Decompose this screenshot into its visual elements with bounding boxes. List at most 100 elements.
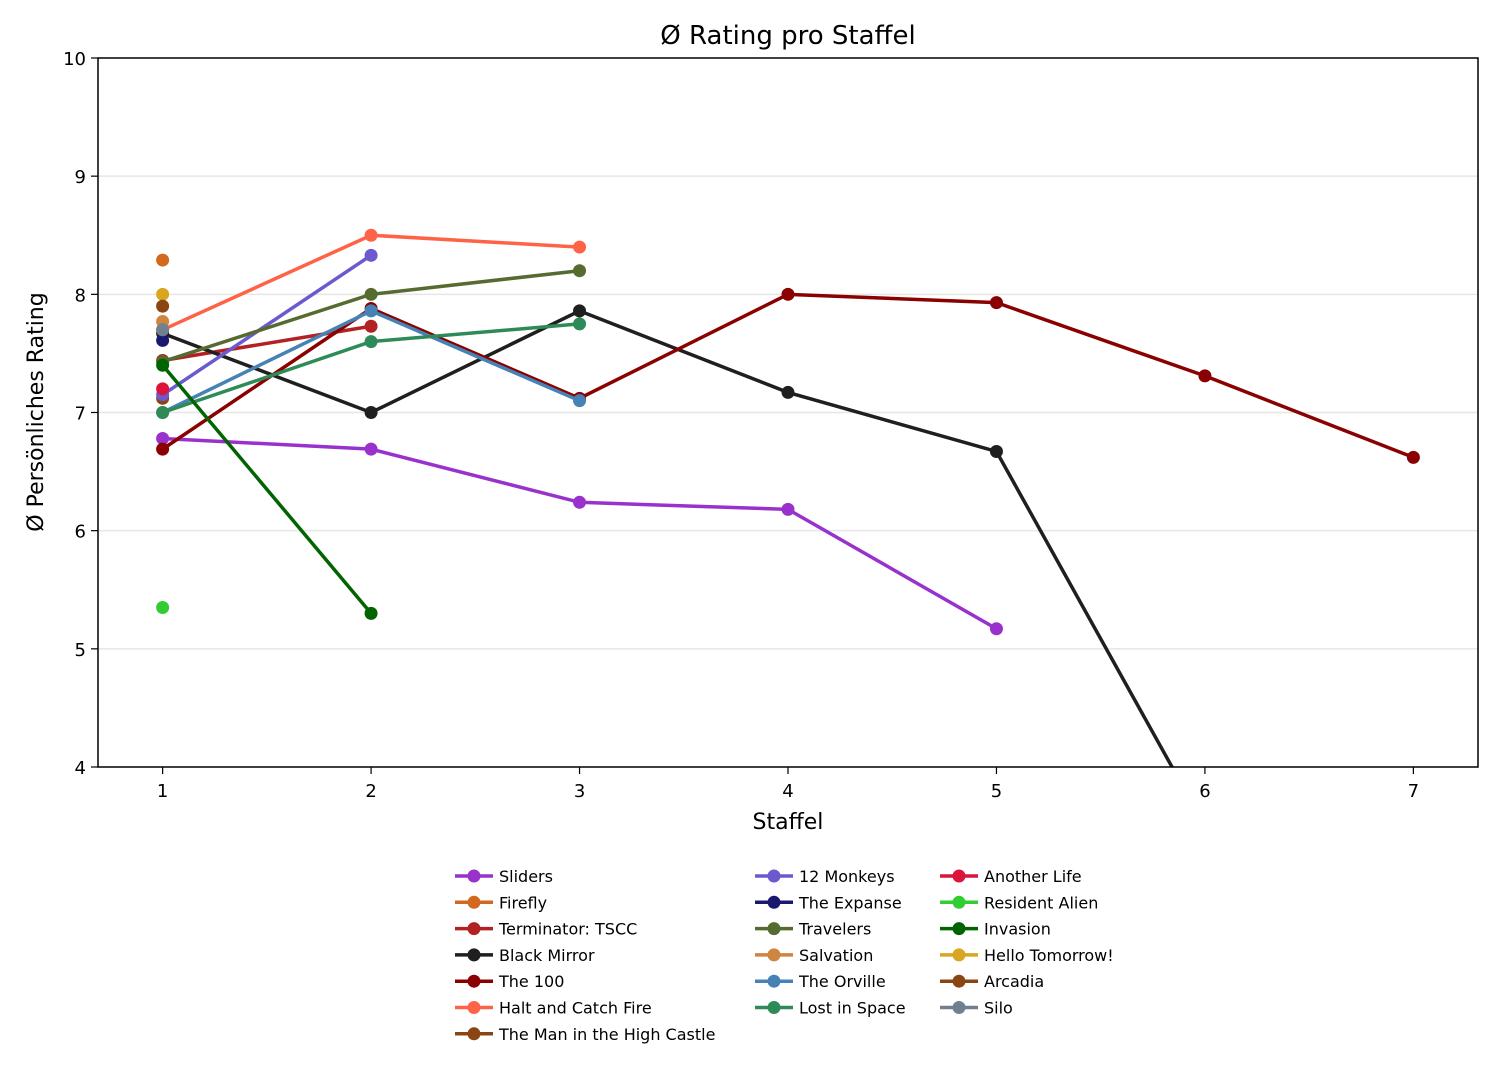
legend-label: Arcadia <box>984 972 1044 991</box>
legend-label: 12 Monkeys <box>799 867 895 886</box>
legend-label: Firefly <box>499 893 547 912</box>
data-point <box>364 304 378 318</box>
x-tick-label: 1 <box>157 781 168 802</box>
legend-marker <box>467 948 481 962</box>
series-firefly <box>156 253 170 267</box>
data-point <box>1198 369 1212 383</box>
data-point <box>364 442 378 456</box>
legend-marker <box>952 922 966 936</box>
y-tick-label: 9 <box>75 167 86 188</box>
legend-label: Resident Alien <box>984 893 1098 912</box>
legend-marker <box>767 869 781 883</box>
data-point <box>364 319 378 333</box>
legend-marker <box>767 895 781 909</box>
data-point <box>156 299 170 313</box>
data-point <box>364 606 378 620</box>
legend-label: The Expanse <box>798 893 902 912</box>
legend-marker <box>467 895 481 909</box>
series-sliders <box>156 431 1003 636</box>
legend-marker <box>767 948 781 962</box>
series-lost-in-space <box>156 317 587 419</box>
data-point <box>781 385 795 399</box>
series-another-life <box>156 382 170 396</box>
series-line <box>162 308 1175 767</box>
legend-marker <box>952 895 966 909</box>
legend-label: The Orville <box>798 972 886 991</box>
data-point <box>156 323 170 337</box>
data-point <box>781 502 795 516</box>
y-tick-label: 7 <box>75 404 86 425</box>
data-point <box>364 287 378 301</box>
legend-marker <box>952 948 966 962</box>
legend-label: Hello Tomorrow! <box>984 946 1114 965</box>
y-tick-label: 6 <box>75 522 86 543</box>
data-point <box>781 287 795 301</box>
data-point <box>364 248 378 262</box>
series-line <box>161 292 1415 460</box>
data-point <box>989 296 1003 310</box>
data-point <box>364 228 378 242</box>
data-point <box>156 382 170 396</box>
x-tick-label: 4 <box>782 781 793 802</box>
y-tick-label: 10 <box>63 49 86 70</box>
y-tick-label: 8 <box>75 285 86 306</box>
data-point <box>364 335 378 349</box>
data-point <box>156 431 170 445</box>
legend-marker <box>767 1001 781 1014</box>
data-point <box>156 358 170 372</box>
series-hello-tomorrow- <box>156 287 170 301</box>
legend-marker <box>467 1027 481 1041</box>
legend-label: Salvation <box>799 946 873 965</box>
data-point <box>989 444 1003 458</box>
data-point <box>156 600 170 614</box>
legend-label: Black Mirror <box>499 946 595 965</box>
legend-label: Silo <box>984 999 1013 1018</box>
series-invasion <box>156 358 378 620</box>
series-line <box>162 436 998 631</box>
x-tick-label: 5 <box>991 781 1002 802</box>
legend-label: Terminator: TSCC <box>498 920 637 939</box>
series-the-100 <box>156 287 1420 464</box>
series-resident-alien <box>156 600 170 614</box>
legend-label: Travelers <box>798 920 871 939</box>
data-point <box>1198 820 1211 833</box>
legend-marker <box>767 974 781 988</box>
legend-marker <box>767 922 781 936</box>
series-arcadia <box>156 299 170 313</box>
data-point <box>573 317 587 331</box>
legend-marker <box>467 1001 481 1014</box>
data-point <box>156 333 170 347</box>
data-point <box>573 495 587 509</box>
data-point <box>989 622 1003 636</box>
legend-marker <box>952 974 966 988</box>
legend-marker <box>952 1001 966 1014</box>
legend-label: Invasion <box>984 920 1051 939</box>
legend-label: The Man in the High Castle <box>498 1025 715 1044</box>
legend-marker <box>467 974 481 988</box>
data-point <box>573 394 587 408</box>
series-black-mirror <box>156 304 1211 833</box>
chart-title: Ø Rating pro Staffel <box>660 21 915 51</box>
y-tick-label: 5 <box>75 640 86 661</box>
legend-label: Halt and Catch Fire <box>499 999 652 1018</box>
data-point <box>573 240 587 254</box>
x-axis-label: Staffel <box>753 810 824 835</box>
legend-marker <box>952 869 966 883</box>
series-the-expanse <box>156 333 170 347</box>
data-point <box>156 287 170 301</box>
legend-label: The 100 <box>498 972 564 991</box>
series-silo <box>156 323 170 337</box>
legend-marker <box>467 869 481 883</box>
data-point <box>156 442 170 456</box>
y-axis-label: Ø Persönliches Rating <box>24 292 49 531</box>
data-point <box>364 406 378 419</box>
legend-marker <box>467 922 481 936</box>
data-point <box>156 406 170 419</box>
data-point <box>573 304 587 318</box>
legend-label: Another Life <box>984 867 1082 886</box>
x-tick-label: 3 <box>574 781 585 802</box>
series-line <box>161 253 373 397</box>
x-tick-label: 7 <box>1408 781 1419 802</box>
